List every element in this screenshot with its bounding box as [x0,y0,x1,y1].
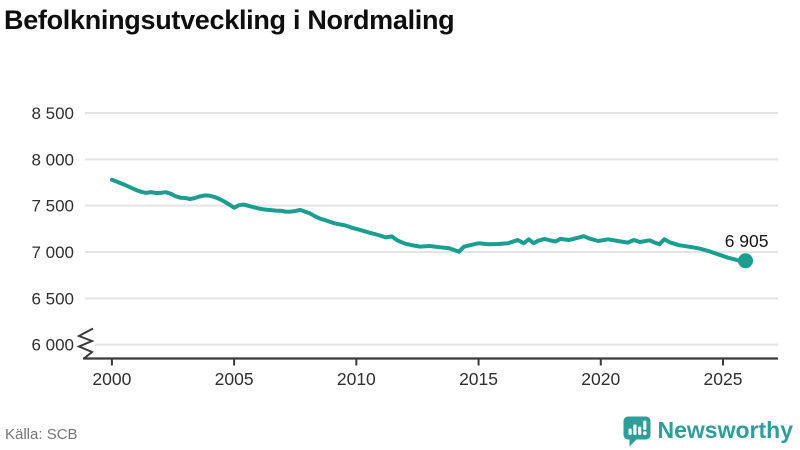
population-series-line [109,177,748,263]
y-axis-label: 7 500 [31,197,74,216]
x-axis-label: 2010 [337,369,376,389]
x-axis-label: 2015 [459,369,498,389]
y-axis-label: 8 000 [31,150,74,169]
exclamation-dot [642,431,647,436]
page-title: Befolkningsutveckling i Nordmaling [4,5,455,35]
y-axis-label: 6 500 [31,289,74,308]
x-axis-label: 2020 [581,369,620,389]
newsworthy-brand-link[interactable]: Newsworthy [623,415,793,448]
x-axis-label: 2005 [215,369,254,389]
end-value-label: 6 905 [725,231,769,251]
y-axis-label: 7 000 [31,243,74,262]
newsworthy-logo-icon [623,416,651,447]
speech-bubble-shape [623,416,651,447]
axis-break-icon [76,327,95,360]
y-axis-label: 8 500 [31,104,74,123]
mini-bar-chart-glyph [628,420,647,436]
source-note: Källa: SCB [5,426,78,443]
last-point-marker [737,253,753,269]
y-axis-label: 6 000 [31,336,74,355]
x-axis-label: 2000 [92,369,131,389]
x-axis-label: 2025 [704,369,743,389]
brand-wordmark: Newsworthy [657,417,793,443]
exclamation-bar [642,420,646,430]
